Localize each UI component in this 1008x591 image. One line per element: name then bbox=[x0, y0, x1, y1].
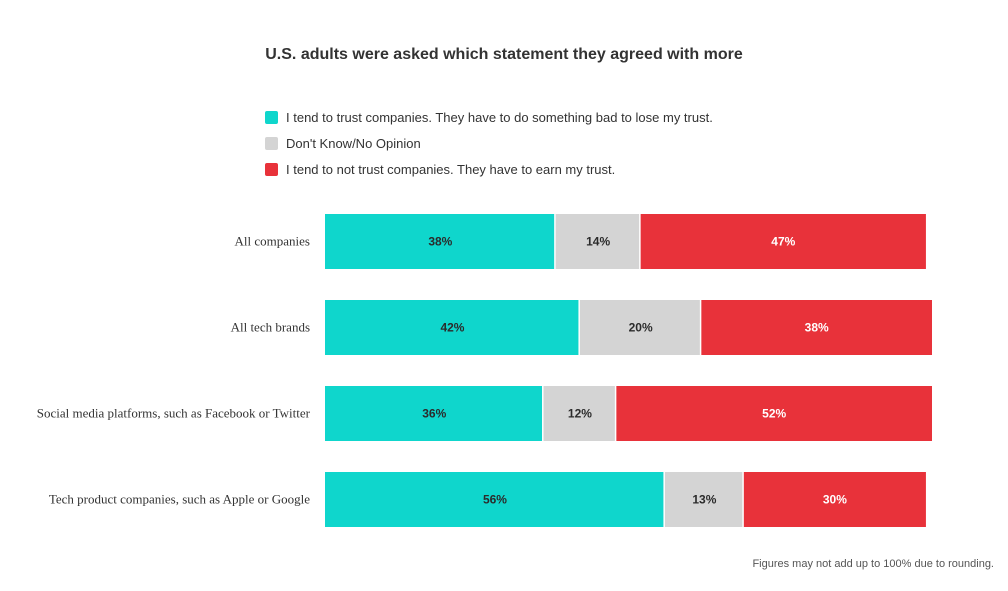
legend-label-trust: I tend to trust companies. They have to … bbox=[286, 109, 713, 125]
legend-item-dont-know: Don't Know/No Opinion bbox=[265, 130, 713, 156]
data-label-not-trust: 38% bbox=[805, 321, 829, 335]
chart-title: U.S. adults were asked which statement t… bbox=[265, 46, 743, 63]
legend: I tend to trust companies. They have to … bbox=[265, 104, 713, 182]
category-label: Tech product companies, such as Apple or… bbox=[49, 492, 310, 507]
legend-swatch-not-trust bbox=[265, 162, 278, 176]
data-label-dont-know: 14% bbox=[586, 235, 610, 249]
bar-segment-trust bbox=[325, 300, 579, 355]
bar-segment-trust bbox=[325, 214, 555, 269]
bar-segment-not-trust bbox=[743, 472, 926, 527]
bar-segment-dont-know bbox=[543, 386, 615, 441]
data-label-dont-know: 13% bbox=[692, 493, 716, 507]
data-label-trust: 56% bbox=[483, 493, 507, 507]
bar-row-all-companies: All companies 38% 14% 47% bbox=[235, 214, 926, 269]
bar-segment-dont-know bbox=[664, 472, 743, 527]
bar-segment-trust bbox=[325, 386, 543, 441]
legend-label-dont-know: Don't Know/No Opinion bbox=[286, 135, 421, 151]
data-label-trust: 36% bbox=[422, 407, 446, 421]
data-label-dont-know: 12% bbox=[568, 407, 592, 421]
data-label-dont-know: 20% bbox=[629, 321, 653, 335]
data-label-trust: 38% bbox=[428, 235, 452, 249]
data-label-not-trust: 47% bbox=[771, 235, 795, 249]
legend-swatch-dont-know bbox=[265, 136, 278, 150]
bar-row-all-tech-brands: All tech brands 42% 20% 38% bbox=[231, 300, 932, 355]
legend-item-trust: I tend to trust companies. They have to … bbox=[265, 104, 713, 130]
bar-segment-dont-know bbox=[555, 214, 640, 269]
bar-segment-not-trust bbox=[640, 214, 926, 269]
data-label-trust: 42% bbox=[440, 321, 464, 335]
bar-row-tech-product-companies-such-as-apple-or-google: Tech product companies, such as Apple or… bbox=[49, 472, 926, 527]
category-label: All companies bbox=[235, 234, 310, 249]
legend-swatch-trust bbox=[265, 110, 278, 124]
category-label: All tech brands bbox=[231, 320, 310, 335]
bar-segment-dont-know bbox=[579, 300, 700, 355]
data-label-not-trust: 30% bbox=[823, 493, 847, 507]
bar-segment-not-trust bbox=[616, 386, 932, 441]
legend-item-not-trust: I tend to not trust companies. They have… bbox=[265, 156, 713, 182]
category-label: Social media platforms, such as Facebook… bbox=[37, 406, 311, 421]
bar-segment-trust bbox=[325, 472, 664, 527]
bar-segment-not-trust bbox=[701, 300, 932, 355]
legend-label-not-trust: I tend to not trust companies. They have… bbox=[286, 161, 616, 177]
data-label-not-trust: 52% bbox=[762, 407, 786, 421]
bar-row-social-media-platforms-such-as-facebook-or-twitter: Social media platforms, such as Facebook… bbox=[37, 386, 932, 441]
footnote: Figures may not add up to 100% due to ro… bbox=[752, 558, 994, 570]
